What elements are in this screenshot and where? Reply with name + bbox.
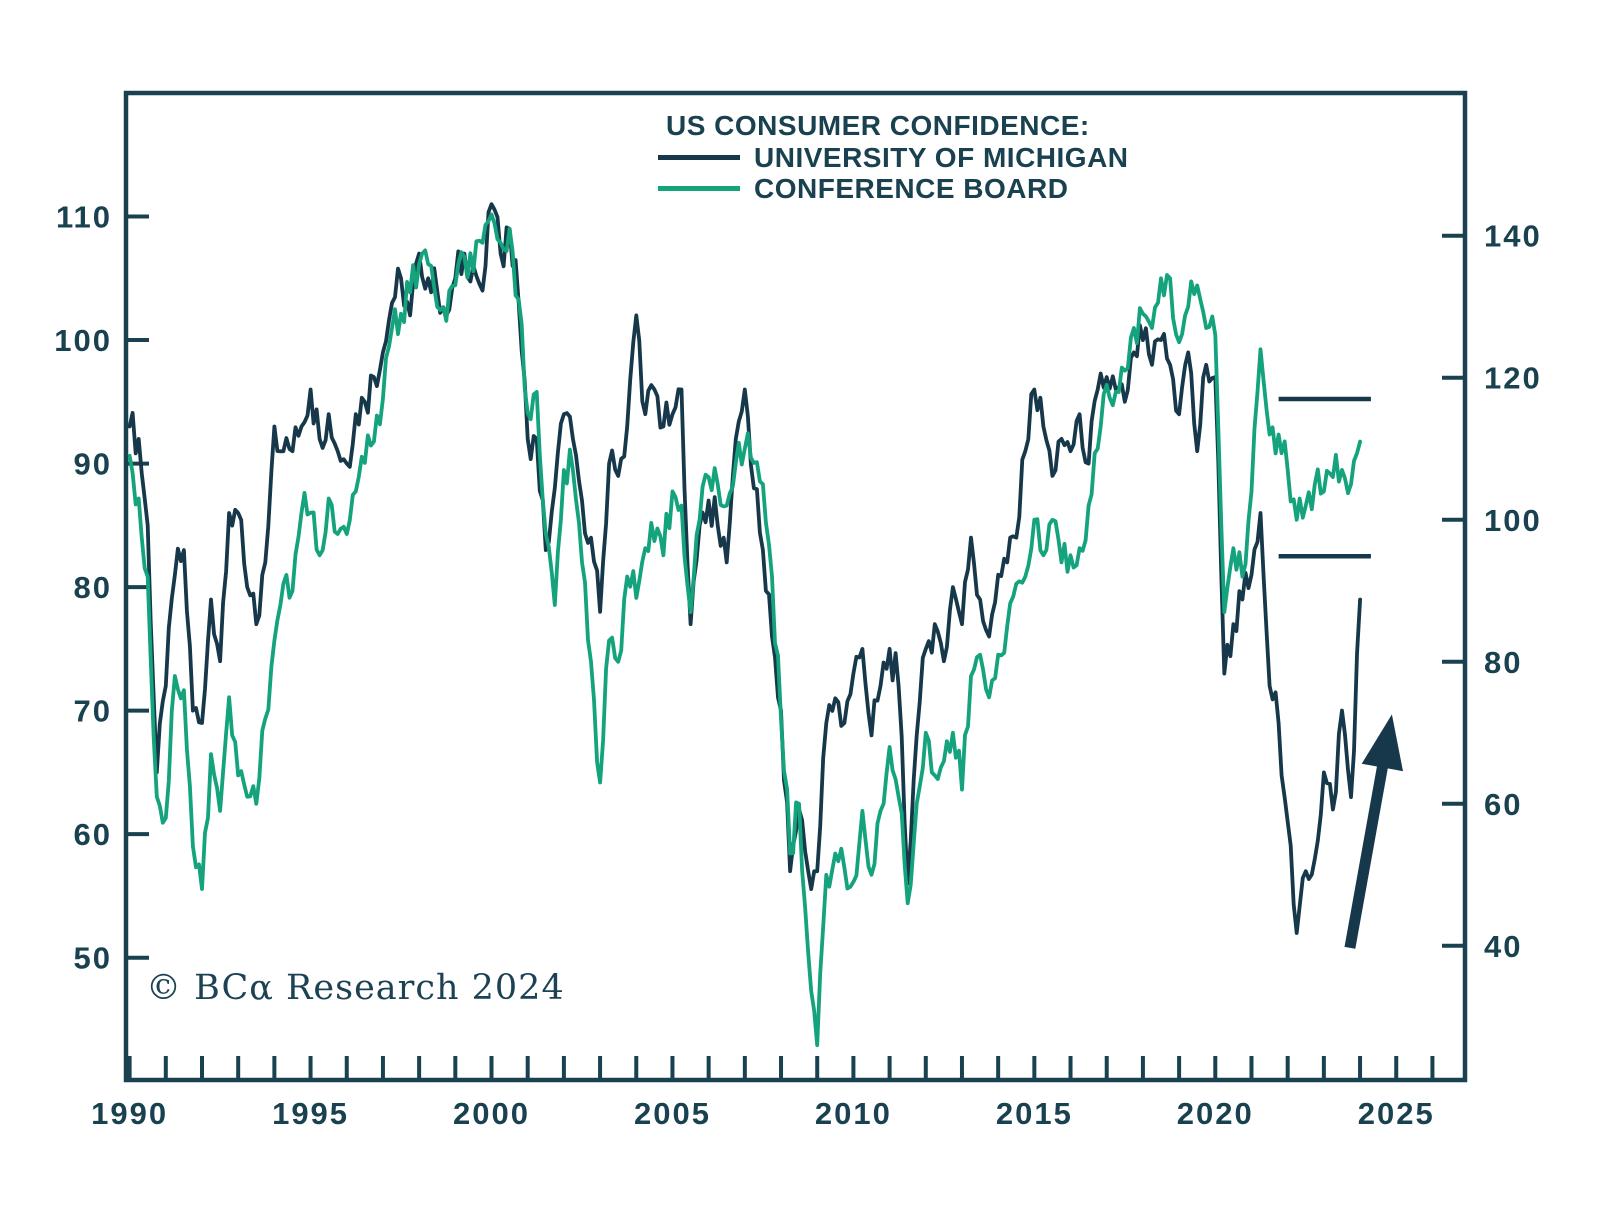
right-tick-label: 40 — [1484, 929, 1522, 964]
x-axis-label: 2000 — [453, 1096, 530, 1131]
left-tick-label: 70 — [74, 694, 112, 729]
chart-legend: US CONSUMER CONFIDENCE: UNIVERSITY OF MI… — [658, 110, 1129, 204]
bca-research-watermark: © BCα Research 2024 — [146, 968, 565, 1008]
x-axis-label: 1995 — [272, 1096, 349, 1131]
annotations — [1278, 396, 1403, 949]
legend-item-conference: CONFERENCE BOARD — [658, 173, 1129, 204]
x-axis-label: 2020 — [1177, 1096, 1254, 1131]
conference-line-swatch — [658, 186, 740, 191]
legend-label-conference: CONFERENCE BOARD — [754, 172, 1069, 204]
x-axis-label: 2015 — [996, 1096, 1073, 1131]
axis-ticks — [126, 214, 1465, 1078]
left-tick-label: 60 — [74, 817, 112, 852]
axis-labels: 50 60 70 80 90 100 110 40 60 80 100 120 140 1990 1995 2… — [54, 200, 1542, 1131]
trend-arrow-shaft — [1344, 758, 1390, 949]
left-tick-label: 100 — [54, 323, 112, 358]
x-axis-label: 2005 — [634, 1096, 711, 1131]
right-tick-label: 80 — [1484, 645, 1522, 680]
trend-arrow-head — [1361, 714, 1403, 772]
right-tick-label: 140 — [1484, 219, 1542, 254]
conference-line — [127, 212, 1362, 1048]
chart-title: US CONSUMER CONFIDENCE: — [666, 110, 1090, 141]
legend-item-michigan: UNIVERSITY OF MICHIGAN — [658, 142, 1129, 173]
right-tick-label: 100 — [1484, 503, 1542, 538]
left-tick-label: 50 — [74, 941, 112, 976]
right-tick-label: 60 — [1484, 787, 1522, 822]
michigan-line — [127, 202, 1362, 935]
michigan-line-swatch — [658, 155, 740, 160]
left-tick-label: 110 — [56, 200, 112, 235]
x-axis-label: 2010 — [815, 1096, 892, 1131]
data-series — [127, 202, 1362, 1048]
left-tick-label: 90 — [74, 447, 112, 482]
x-axis-label: 1990 — [91, 1096, 168, 1131]
x-axis-label: 2025 — [1358, 1096, 1435, 1131]
right-tick-label: 120 — [1484, 361, 1542, 396]
legend-label-michigan: UNIVERSITY OF MICHIGAN — [754, 141, 1129, 173]
left-tick-label: 80 — [74, 570, 112, 605]
